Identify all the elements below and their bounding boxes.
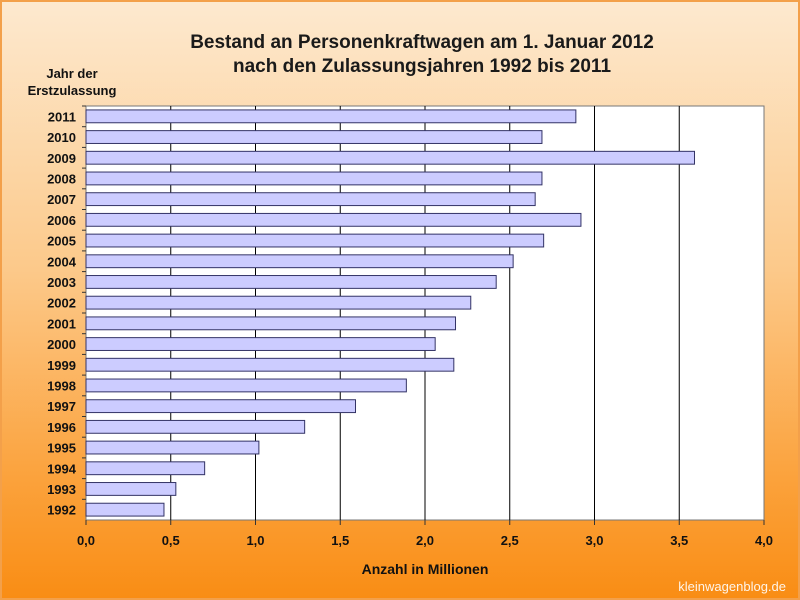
bars (85, 109, 696, 517)
bar-2008 (85, 171, 543, 186)
x-tick-label: 1,0 (246, 533, 264, 548)
category-label-1995: 1995 (47, 441, 76, 456)
x-tick-label: 2,0 (416, 533, 434, 548)
category-label-2011: 2011 (48, 109, 76, 124)
bar-2011 (85, 109, 577, 124)
watermark: kleinwagenblog.de (678, 579, 786, 594)
category-label-2010: 2010 (47, 130, 76, 145)
category-label-2002: 2002 (47, 296, 76, 311)
bar-1992 (85, 502, 165, 517)
category-label-1994: 1994 (47, 461, 77, 476)
category-label-2004: 2004 (47, 254, 77, 269)
category-label-1997: 1997 (47, 399, 76, 414)
bar-1998 (85, 378, 407, 393)
x-tick-label: 3,5 (670, 533, 688, 548)
y-axis-label-line2: Erstzulassung (28, 83, 117, 98)
category-label-1996: 1996 (47, 420, 76, 435)
x-tick-label: 0,5 (162, 533, 180, 548)
category-label-2006: 2006 (47, 213, 76, 228)
bar-2000 (85, 337, 436, 351)
category-label-2007: 2007 (47, 192, 76, 207)
category-label-2003: 2003 (47, 275, 76, 290)
x-tick-label: 4,0 (755, 533, 773, 548)
x-tick-label: 1,5 (331, 533, 349, 548)
bar-1997 (85, 399, 357, 414)
bar-1993 (85, 482, 177, 496)
bar-1995 (85, 440, 260, 455)
category-label-2005: 2005 (47, 234, 76, 249)
bar-2005 (85, 233, 545, 248)
bar-1996 (85, 419, 306, 434)
category-label-2009: 2009 (47, 151, 76, 166)
bar-2004 (85, 254, 514, 269)
category-label-2001: 2001 (47, 316, 76, 331)
bar-2007 (85, 192, 536, 207)
category-label-1993: 1993 (47, 482, 76, 497)
category-label-2008: 2008 (47, 171, 76, 186)
bar-2009 (85, 150, 696, 165)
x-tick-label: 3,0 (585, 533, 603, 548)
y-axis-label-line1: Jahr der (46, 66, 97, 81)
bar-1999 (85, 357, 455, 372)
category-label-2000: 2000 (47, 337, 76, 352)
x-tick-label: 0,0 (77, 533, 95, 548)
bar-1994 (85, 461, 206, 476)
category-label-1999: 1999 (47, 358, 76, 373)
bar-2003 (85, 275, 497, 289)
bar-2002 (85, 295, 472, 310)
bar-2001 (85, 316, 457, 331)
bar-2010 (85, 130, 543, 144)
category-labels: 2011 2010 2009 2008 2007 2006 2005 2004 2003 2002… (47, 105, 86, 518)
chart-title-line2: nach den Zulassungsjahren 1992 bis 2011 (233, 56, 611, 77)
category-label-1992: 1992 (47, 503, 76, 518)
chart-title-line1: Bestand an Personenkraftwagen am 1. Janu… (190, 32, 654, 53)
x-tick-labels: 0,0 0,5 1,0 1,5 2,0 2,5 3,0 3,5 4,0 (77, 533, 773, 548)
x-tick-label: 2,5 (501, 533, 519, 548)
category-label-1998: 1998 (47, 378, 76, 393)
bar-2006 (85, 212, 582, 227)
x-axis-label: Anzahl in Millionen (362, 561, 489, 577)
